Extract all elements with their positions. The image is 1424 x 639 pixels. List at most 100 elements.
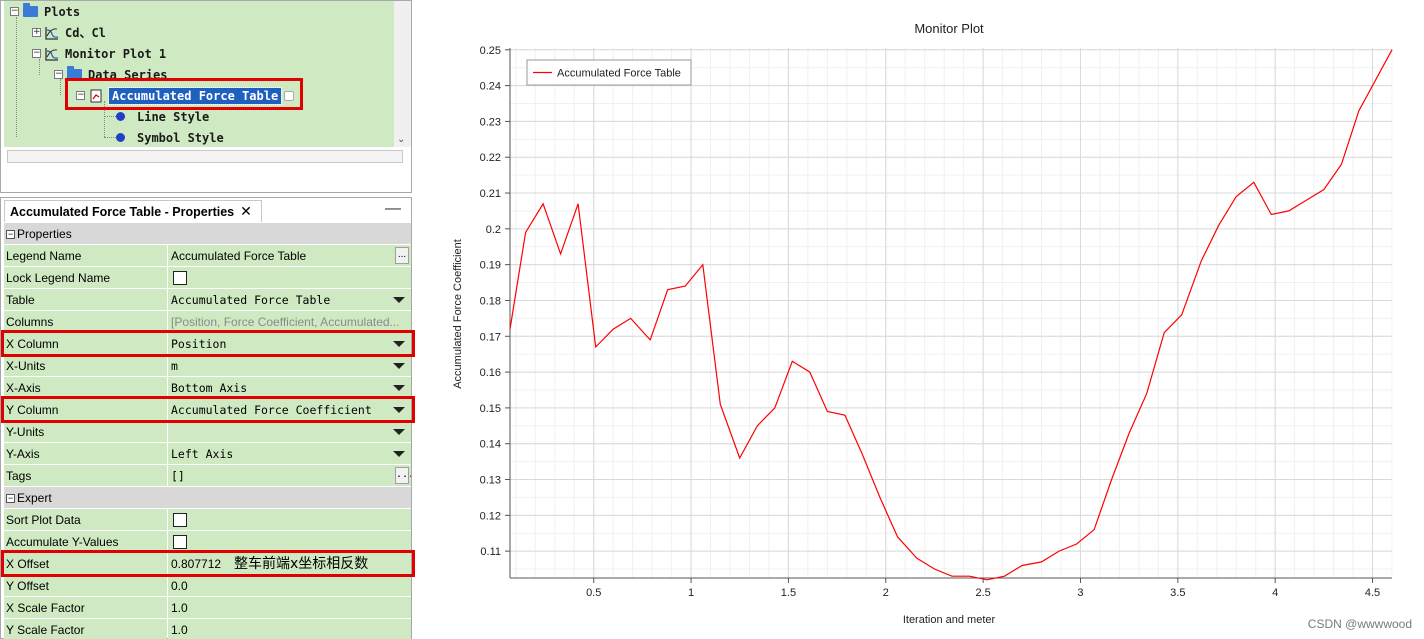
y-scale-factor-field[interactable]: 1.0	[168, 619, 411, 639]
ellipsis-button[interactable]: ...	[395, 247, 409, 264]
property-row-y-scale-factor: Y Scale Factor 1.0	[4, 619, 411, 639]
dropdown-arrow-icon[interactable]	[393, 451, 405, 457]
collapse-toggle-icon[interactable]: −	[32, 48, 41, 58]
property-row-table: Table Accumulated Force Table	[4, 289, 411, 311]
tree-item-cd-cl[interactable]: + Cd、Cl	[32, 22, 106, 43]
property-row-legend-name: Legend Name Accumulated Force Table...	[4, 245, 411, 267]
section-label: Properties	[17, 227, 72, 241]
section-properties[interactable]: − Properties	[4, 223, 411, 245]
legend[interactable]: Accumulated Force Table	[526, 59, 692, 86]
dropdown-arrow-icon[interactable]	[393, 385, 405, 391]
monitor-plot-chart[interactable]: Monitor Plot Iteration and meter Accumul…	[420, 0, 1424, 639]
columns-field[interactable]: [Position, Force Coefficient, Accumulate…	[168, 311, 411, 333]
property-row-sort-plot-data: Sort Plot Data	[4, 509, 411, 531]
minimize-icon[interactable]: —	[385, 200, 401, 217]
dropdown-arrow-icon[interactable]	[393, 429, 405, 435]
folder-icon	[23, 3, 38, 17]
annotation-note: 整车前端x坐标相反数	[234, 556, 369, 572]
tree-horizontal-scrollbar[interactable]	[7, 150, 403, 163]
highlight-box-x-column	[1, 330, 415, 357]
y-tick-label: 0.13	[480, 475, 501, 487]
collapse-toggle-icon[interactable]: −	[54, 69, 63, 79]
accumulate-y-values-checkbox[interactable]	[173, 535, 187, 549]
tree-item-line-style[interactable]: Line Style	[116, 106, 209, 127]
collapse-toggle-icon[interactable]: −	[6, 493, 15, 504]
property-row-y-units: Y-Units	[4, 421, 411, 443]
property-row-lock-legend-name: Lock Legend Name	[4, 267, 411, 289]
section-expert[interactable]: − Expert	[4, 487, 411, 509]
plot-icon	[45, 47, 59, 61]
sort-plot-data-checkbox[interactable]	[173, 513, 187, 527]
property-key: Lock Legend Name	[4, 267, 167, 289]
property-key: Sort Plot Data	[4, 509, 167, 531]
y-column-dropdown[interactable]: Accumulated Force Coefficient	[168, 399, 411, 421]
lock-legend-name-checkbox[interactable]	[173, 271, 187, 285]
dropdown-arrow-icon[interactable]	[393, 363, 405, 369]
ellipsis-button[interactable]: ...	[395, 467, 411, 484]
dropdown-arrow-icon[interactable]	[393, 341, 405, 347]
property-key: X Offset	[4, 553, 167, 575]
property-row-columns: Columns [Position, Force Coefficient, Ac…	[4, 311, 411, 333]
chevron-down-icon[interactable]: ⌄	[397, 134, 406, 145]
property-row-x-offset: X Offset 0.807712 整车前端x坐标相反数	[4, 553, 411, 575]
property-key: Y-Axis	[4, 443, 167, 465]
dropdown-arrow-icon[interactable]	[393, 297, 405, 303]
tree-panel: − Plots + Cd、Cl − Monitor Plot 1 − Data …	[0, 0, 412, 193]
close-icon[interactable]: ✕	[240, 203, 252, 219]
dropdown-arrow-icon[interactable]	[393, 407, 405, 413]
property-row-tags: Tags []...	[4, 465, 411, 487]
tree-item-plots[interactable]: − Plots	[10, 1, 80, 22]
collapse-toggle-icon[interactable]: −	[10, 6, 19, 16]
y-units-dropdown[interactable]	[168, 421, 411, 443]
property-key: X Scale Factor	[4, 597, 167, 619]
tree-item-label: Symbol Style	[137, 130, 224, 145]
y-tick-label: 0.22	[480, 152, 501, 164]
x-units-dropdown[interactable]: m	[168, 355, 411, 377]
highlight-box-x-offset	[1, 550, 415, 577]
tree-vertical-scrollbar[interactable]: ⌄	[394, 1, 411, 147]
property-key: Tags	[4, 465, 167, 487]
x-tick-label: 0.5	[586, 587, 601, 599]
collapse-toggle-icon[interactable]: −	[6, 229, 15, 240]
y-tick-label: 0.17	[480, 331, 501, 343]
chart-title: Monitor Plot	[914, 21, 984, 36]
y-tick-label: 0.25	[480, 45, 501, 57]
x-tick-label: 4.5	[1365, 587, 1380, 599]
property-key: Table	[4, 289, 167, 311]
series-line	[509, 49, 1393, 581]
tree-item-label: Line Style	[137, 109, 210, 124]
x-tick-label: 3	[1077, 587, 1083, 599]
x-scale-factor-field[interactable]: 1.0	[168, 597, 411, 619]
properties-tab-title: Accumulated Force Table - Properties	[10, 204, 235, 219]
y-axis-dropdown[interactable]: Left Axis	[168, 443, 411, 465]
y-offset-field[interactable]: 0.0	[168, 575, 411, 597]
axis-ticks: 0.5 1 1.5 2 2.5 3 3.5 4 4.5 0.11 0.12 0.13 0.14 0.15 0…	[480, 45, 1392, 599]
table-dropdown[interactable]: Accumulated Force Table	[168, 289, 411, 311]
expand-toggle-icon[interactable]: +	[32, 27, 41, 37]
x-axis-label: Iteration and meter	[903, 614, 996, 626]
property-key: Accumulate Y-Values	[4, 531, 167, 553]
property-key: Y Offset	[4, 575, 167, 597]
tree-item-monitor-plot-1[interactable]: − Monitor Plot 1	[32, 43, 166, 64]
y-tick-label: 0.14	[480, 439, 501, 451]
tags-field[interactable]: []...	[168, 465, 411, 487]
y-tick-label: 0.23	[480, 116, 501, 128]
tree-item-accumulated-force-table[interactable]: − Accumulated Force Table	[76, 85, 295, 106]
plot-icon	[45, 26, 59, 40]
section-label: Expert	[17, 491, 52, 505]
highlight-box-y-column	[1, 396, 415, 423]
legend-name-field[interactable]: Accumulated Force Table...	[168, 245, 411, 267]
tree-connector	[104, 116, 118, 117]
x-tick-label: 1	[688, 587, 694, 599]
plot-area	[510, 48, 1392, 578]
y-tick-label: 0.16	[480, 367, 501, 379]
chart-canvas[interactable]: Monitor Plot Iteration and meter Accumul…	[420, 0, 1424, 639]
dot-icon	[116, 112, 125, 121]
x-offset-field[interactable]: 0.807712	[168, 553, 411, 575]
collapse-toggle-icon[interactable]: −	[76, 90, 85, 100]
properties-tab[interactable]: Accumulated Force Table - Properties ✕	[4, 200, 262, 222]
property-row-y-offset: Y Offset 0.0	[4, 575, 411, 597]
y-tick-label: 0.24	[480, 81, 501, 93]
property-key: Y Scale Factor	[4, 619, 167, 639]
tree-item-symbol-style[interactable]: Symbol Style	[116, 127, 224, 147]
